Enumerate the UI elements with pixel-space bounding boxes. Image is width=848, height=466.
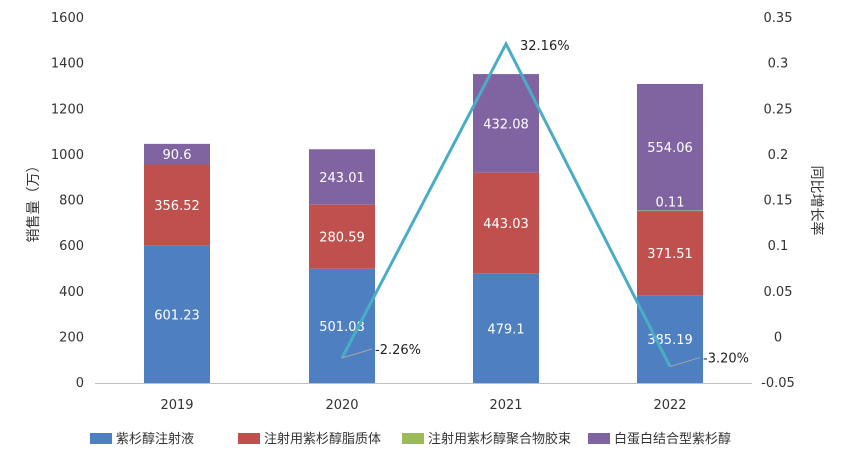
- growth-rate-label: -3.20%: [703, 352, 749, 367]
- y-tick-label: 1000: [51, 148, 84, 163]
- y2-axis-title: 同比增长率: [808, 166, 825, 236]
- bar-segment: [473, 172, 539, 274]
- growth-rate-label: 32.16%: [520, 39, 570, 54]
- bar-value-label: 479.1: [487, 322, 524, 337]
- bar-value-label: 443.03: [483, 217, 529, 232]
- bar-segment: [309, 204, 375, 269]
- legend-label: 白蛋白结合型紫杉醇: [614, 431, 731, 447]
- bar-value-label: 554.06: [647, 141, 693, 156]
- bar-segment: [473, 273, 539, 383]
- growth-rate-polyline: [340, 40, 672, 368]
- bar-value-label: 371.51: [647, 247, 693, 262]
- y2-tick-label: -0.05: [761, 376, 795, 391]
- right-axis: -0.05 0 0.05 0.1 0.15 0.2 0.25 0.3 0.35: [761, 11, 795, 391]
- y-tick-label: 1400: [51, 57, 84, 72]
- growth-rate-line: -2.26% 32.16% -3.20%: [340, 39, 749, 368]
- bar-value-label: 280.59: [319, 231, 365, 246]
- x-tick-label: 2020: [325, 398, 358, 413]
- y-tick-label: 600: [59, 239, 84, 254]
- left-axis: 0 200 400 600 800 1000 1200 1400 1600: [51, 11, 84, 391]
- y2-tick-label: 0.2: [768, 148, 789, 163]
- bar-segment: [637, 83, 703, 211]
- legend-swatch: [90, 433, 112, 444]
- bar-segment: [144, 245, 210, 383]
- legend-swatch: [238, 433, 260, 444]
- bar-segment: [637, 210, 703, 296]
- bar-value-label: 601.23: [154, 308, 200, 323]
- x-tick-label: 2019: [160, 398, 193, 413]
- y2-tick-label: 0.15: [764, 194, 793, 209]
- bar-value-labels: 601.23 356.52 90.6 501.08 280.59 243.01 479.1 4…: [154, 117, 693, 348]
- growth-rate-label: -2.26%: [375, 343, 421, 358]
- y2-tick-label: 0.3: [768, 57, 789, 72]
- bar-segment: [309, 149, 375, 205]
- legend-label: 紫杉醇注射液: [116, 431, 194, 447]
- y-tick-label: 200: [59, 330, 84, 345]
- bar-segment: [637, 210, 703, 212]
- legend-label: 注射用紫杉醇脂质体: [264, 431, 381, 447]
- bar-value-label: 432.08: [483, 117, 529, 132]
- x-tick-label: 2021: [489, 398, 522, 413]
- bar-value-label: 90.6: [163, 148, 192, 163]
- bar-value-label: 356.52: [154, 199, 200, 214]
- legend-swatch: [402, 433, 424, 444]
- legend-label: 注射用紫杉醇聚合物胶束: [428, 431, 571, 447]
- bar-value-label: 243.01: [319, 171, 365, 186]
- bar-segment: [144, 143, 210, 165]
- y-tick-label: 1600: [51, 11, 84, 26]
- label-leader-line: [341, 348, 373, 359]
- y-tick-label: 400: [59, 285, 84, 300]
- y-tick-label: 0: [76, 376, 84, 391]
- y-axis-title: 销售量（万）: [26, 159, 42, 243]
- stacked-bars: [144, 74, 703, 383]
- y2-tick-label: 0.25: [764, 102, 793, 117]
- label-leader-line: [669, 357, 701, 368]
- bar-segment: [637, 295, 703, 383]
- y2-tick-label: 0.35: [764, 11, 793, 26]
- bar-segment: [144, 164, 210, 246]
- y-tick-label: 1200: [51, 102, 84, 117]
- legend: 紫杉醇注射液 注射用紫杉醇脂质体 注射用紫杉醇聚合物胶束 白蛋白结合型紫杉醇: [90, 431, 731, 447]
- x-tick-label: 2022: [653, 398, 686, 413]
- legend-swatch: [588, 433, 610, 444]
- x-axis: 2019 2020 2021 2022: [160, 398, 686, 413]
- y2-tick-label: 0.05: [764, 285, 793, 300]
- bar-segment: [309, 268, 375, 383]
- y2-tick-label: 0: [774, 330, 782, 345]
- y2-tick-label: 0.1: [768, 239, 789, 254]
- y-tick-label: 800: [59, 194, 84, 209]
- bar-value-label: 501.08: [319, 320, 365, 335]
- bar-value-label: 0.11: [656, 195, 685, 210]
